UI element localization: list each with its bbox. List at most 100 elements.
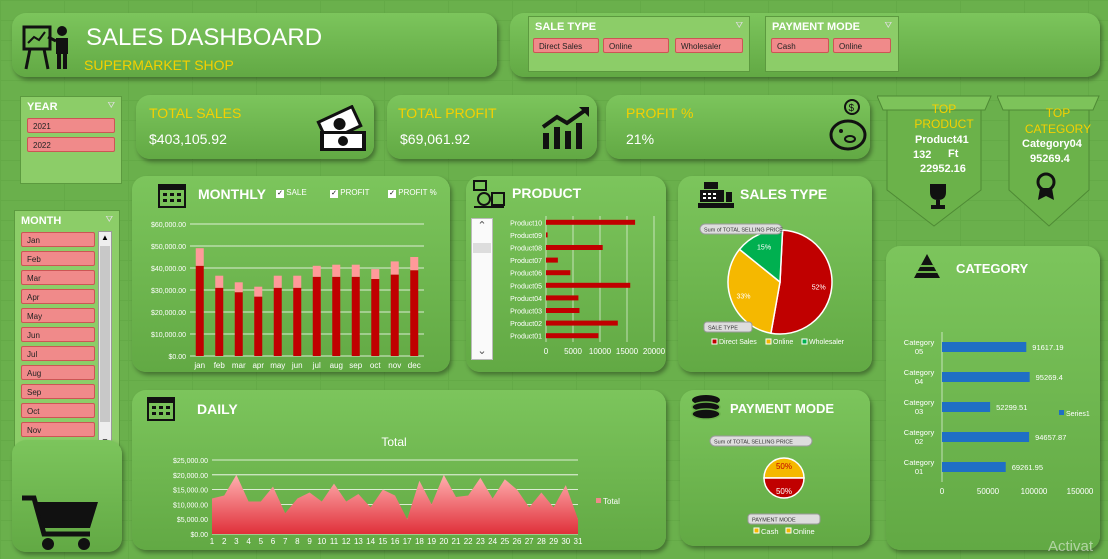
monthly-chart: $0.00 $10,000.00 $20,000.00 $30,000.00 $40,0…	[151, 222, 424, 370]
monthly-title: MONTHLY	[198, 186, 266, 202]
product-scrollbar[interactable]: ⌃ ⌄	[471, 218, 493, 360]
month-slicer-title: MONTH	[21, 215, 62, 227]
y-tick-label: 04	[915, 377, 923, 386]
payment-mode-title: PAYMENT MODE	[730, 401, 835, 416]
clear-filter-icon[interactable]: ⛛	[884, 20, 892, 30]
payment-mode-slicer-title: PAYMENT MODE	[772, 21, 861, 33]
legend-profit[interactable]: ✓ PROFIT	[330, 188, 370, 198]
bar-product	[546, 320, 618, 326]
bar-profit	[390, 261, 399, 275]
field-button-label: Sum of TOTAL SELLING PRICE	[714, 440, 793, 446]
trophy-icon	[930, 184, 946, 209]
x-tick-label: 6	[271, 537, 276, 546]
filter-button	[747, 513, 821, 525]
y-tick-label: Product06	[510, 271, 542, 278]
cash-register-icon	[698, 182, 734, 208]
slicer-item-month[interactable]: Jan	[21, 232, 95, 247]
y-tick-label: Category	[904, 458, 935, 467]
checkbox-checked-icon[interactable]: ✓	[276, 190, 284, 198]
data-label: 50%	[776, 462, 792, 471]
clear-filter-icon[interactable]: ⛛	[735, 20, 743, 30]
pie-slice	[770, 229, 833, 335]
bar-profit	[293, 275, 302, 288]
x-tick-label: oct	[370, 361, 381, 370]
y-tick-label: Product03	[510, 309, 542, 316]
month-slicer[interactable]: MONTH ⛛ Jan Feb Mar Apr May Jun Jul Aug Sep Oct No…	[14, 210, 120, 452]
slicer-item-2022[interactable]: 2022	[27, 137, 115, 152]
sale-type-slicer[interactable]: SALE TYPE ⛛ Direct Sales Online Wholesal…	[528, 16, 750, 72]
clear-filter-icon[interactable]: ⛛	[105, 214, 113, 224]
legend-sale[interactable]: ✓ SALE	[276, 188, 307, 198]
top-category-value: 95269.4	[1030, 153, 1070, 165]
scroll-thumb[interactable]	[100, 246, 110, 422]
data-label: 52299.51	[996, 403, 1027, 412]
x-tick-label: 0	[940, 487, 945, 496]
chevron-up-icon[interactable]: ⌃	[477, 220, 487, 232]
slicer-item-2021[interactable]: 2021	[27, 118, 115, 133]
x-tick-label: 15	[378, 537, 387, 546]
checkbox-checked-icon[interactable]: ✓	[388, 190, 396, 198]
slicer-item-month[interactable]: Jun	[21, 327, 95, 342]
slicer-item-direct-sales[interactable]: Direct Sales	[533, 38, 599, 53]
bar-category	[942, 402, 991, 412]
bar-profit	[215, 275, 224, 288]
slicer-item-month[interactable]: Oct	[21, 403, 95, 418]
data-label: 91617.19	[1032, 343, 1063, 352]
x-tick-label: jan	[193, 361, 205, 370]
y-tick-label: Category	[904, 368, 935, 377]
y-tick-label: Product02	[510, 321, 542, 328]
page-subtitle: SUPERMARKET SHOP	[84, 57, 234, 73]
slicer-item-cash[interactable]: Cash	[771, 38, 829, 53]
presentation-icon	[22, 25, 68, 70]
legend-profit-pct[interactable]: ✓ PROFIT %	[388, 188, 437, 198]
slicer-item-wholesaler[interactable]: Wholesaler	[675, 38, 743, 53]
chart-title: Total	[381, 435, 406, 449]
chevron-down-icon[interactable]: ⌄	[477, 345, 487, 357]
category-title: CATEGORY	[956, 261, 1029, 276]
slicer-item-online[interactable]: Online	[833, 38, 891, 53]
pie-slice	[763, 477, 805, 499]
field-button	[699, 223, 783, 235]
bar-sale	[390, 274, 399, 356]
bar-category	[942, 372, 1030, 382]
clear-filter-icon[interactable]: ⛛	[107, 100, 115, 110]
y-tick-label: Product08	[510, 246, 542, 253]
slicer-item-month[interactable]: Jul	[21, 346, 95, 361]
x-tick-label: 22	[464, 537, 473, 546]
checkbox-checked-icon[interactable]: ✓	[330, 190, 338, 198]
data-label: 52%	[812, 284, 826, 291]
legend-swatch	[801, 338, 808, 345]
slicer-item-month[interactable]: Feb	[21, 251, 95, 266]
y-tick-label: $50,000.00	[151, 244, 186, 251]
x-tick-label: aug	[330, 361, 343, 370]
y-tick-label: $0.00	[190, 532, 208, 539]
scroll-thumb[interactable]	[473, 243, 491, 253]
profit-pct-card: PROFIT % 21% $	[606, 95, 870, 159]
y-tick-label: Product10	[510, 220, 542, 227]
x-tick-label: 15000	[616, 347, 639, 356]
slicer-item-month[interactable]: May	[21, 308, 95, 323]
x-tick-label: 2	[222, 537, 227, 546]
slicer-item-month[interactable]: Nov	[21, 422, 95, 437]
slicer-item-online[interactable]: Online	[603, 38, 669, 53]
scroll-up-icon[interactable]: ▲	[101, 233, 109, 242]
x-tick-label: 0	[544, 347, 549, 356]
x-tick-label: 24	[488, 537, 497, 546]
top-product-name: Product41	[915, 134, 969, 146]
slicer-item-month[interactable]: Apr	[21, 289, 95, 304]
bar-profit	[371, 269, 380, 279]
y-tick-label: $15,000.00	[173, 488, 208, 495]
x-tick-label: 17	[403, 537, 412, 546]
legend-swatch	[1059, 410, 1064, 415]
legend-swatch	[596, 498, 601, 503]
y-tick-label: $30,000.00	[151, 288, 186, 295]
bar-sale	[351, 276, 360, 356]
slicer-item-month[interactable]: Aug	[21, 365, 95, 380]
bar-product	[546, 232, 548, 238]
slicer-item-month[interactable]: Sep	[21, 384, 95, 399]
slicer-item-month[interactable]: Mar	[21, 270, 95, 285]
year-slicer[interactable]: YEAR ⛛ 2021 2022	[20, 96, 122, 184]
payment-mode-slicer[interactable]: PAYMENT MODE ⛛ Cash Online	[765, 16, 899, 72]
scrollbar[interactable]: ▲ ▼	[98, 231, 112, 449]
bar-profit	[312, 265, 321, 277]
